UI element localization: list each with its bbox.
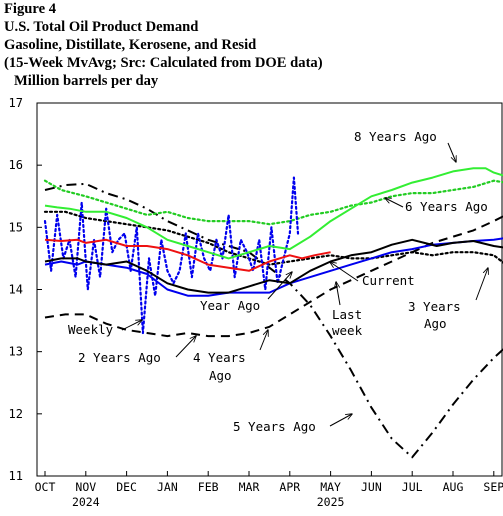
series-four-years-ago	[44, 215, 503, 338]
x-tick-label: JUN	[361, 480, 382, 494]
x-tick-label: OCT	[35, 480, 56, 494]
x-tick-label: JUL	[402, 480, 423, 494]
y-tick-label: 15	[9, 220, 23, 234]
annotation-layer: 8 Years Ago 6 Years Ago Current Year Ago Las…	[68, 129, 488, 434]
annotation-last-week: week	[332, 323, 363, 338]
x-tick-label: APR	[279, 480, 300, 494]
series-current	[44, 238, 503, 294]
figure-label: Figure 4	[4, 1, 57, 17]
annotation-four-years-ago: Ago	[209, 368, 232, 383]
annotation-arrow-six-years-ago	[385, 198, 404, 208]
y-tick-label: 16	[9, 158, 23, 172]
annotation-two-years-ago: 2 Years Ago	[78, 350, 161, 365]
annotation-arrow-current	[330, 262, 359, 282]
y-tick-label: 17	[9, 96, 23, 110]
annotation-arrow-last-week	[336, 282, 341, 306]
annotation-six-years-ago: 6 Years Ago	[405, 199, 488, 214]
x-tick-label: SEP	[483, 480, 503, 494]
annotation-arrow-year-ago	[267, 272, 292, 300]
annotation-three-years-ago: Ago	[424, 316, 447, 331]
y-tick-label: 13	[9, 345, 23, 359]
x-tick-label: FEB	[198, 480, 219, 494]
x-year-label: 2024	[72, 495, 100, 509]
annotation-arrow-four-years-ago	[259, 330, 268, 351]
series-three-years-ago	[43, 210, 503, 266]
chart-note: (15-Week MvAvg; Src: Calculated from DOE…	[4, 55, 323, 71]
series-two-years-ago	[44, 238, 331, 272]
x-year-label: 2025	[317, 495, 345, 509]
annotation-arrow-three-years-ago	[475, 268, 488, 301]
y-tick-label: 12	[9, 407, 23, 421]
y-tick-label: 11	[9, 469, 23, 483]
annotation-weekly: Weekly	[68, 322, 114, 337]
series-eight-years-ago	[44, 167, 503, 260]
annotation-three-years-ago: 3 Years	[408, 299, 461, 314]
x-tick-label: DEC	[116, 480, 137, 494]
chart-subtitle: Gasoline, Distillate, Kerosene, and Resi…	[4, 37, 257, 53]
x-tick-label: NOV	[75, 480, 96, 494]
annotation-arrow-five-years-ago	[329, 414, 352, 427]
annotation-arrow-weekly	[121, 320, 142, 331]
x-tick-label: AUG	[443, 480, 464, 494]
x-tick-label: MAR	[239, 480, 260, 494]
axes: 11 12 13 14 15 16 17 OCT NOV DEC JAN FEB MAR APR MAY JU…	[9, 96, 503, 509]
x-tick-label: JAN	[157, 480, 178, 494]
series-layer	[43, 167, 503, 459]
series-weekly	[43, 176, 300, 335]
annotation-current: Current	[362, 273, 415, 288]
annotation-arrow-eight-years-ago	[447, 142, 456, 162]
annotation-year-ago: Year Ago	[200, 298, 260, 313]
annotation-four-years-ago: 4 Years	[193, 350, 246, 365]
annotation-arrow-two-years-ago	[175, 336, 196, 358]
chart-title: U.S. Total Oil Product Demand	[4, 19, 199, 35]
annotation-five-years-ago: 5 Years Ago	[233, 419, 316, 434]
annotation-last-week: Last	[332, 307, 362, 322]
x-tick-label: MAY	[320, 480, 341, 494]
y-axis-label: Million barrels per day	[14, 73, 159, 89]
annotation-eight-years-ago: 8 Years Ago	[354, 129, 437, 144]
y-tick-label: 14	[9, 283, 23, 297]
